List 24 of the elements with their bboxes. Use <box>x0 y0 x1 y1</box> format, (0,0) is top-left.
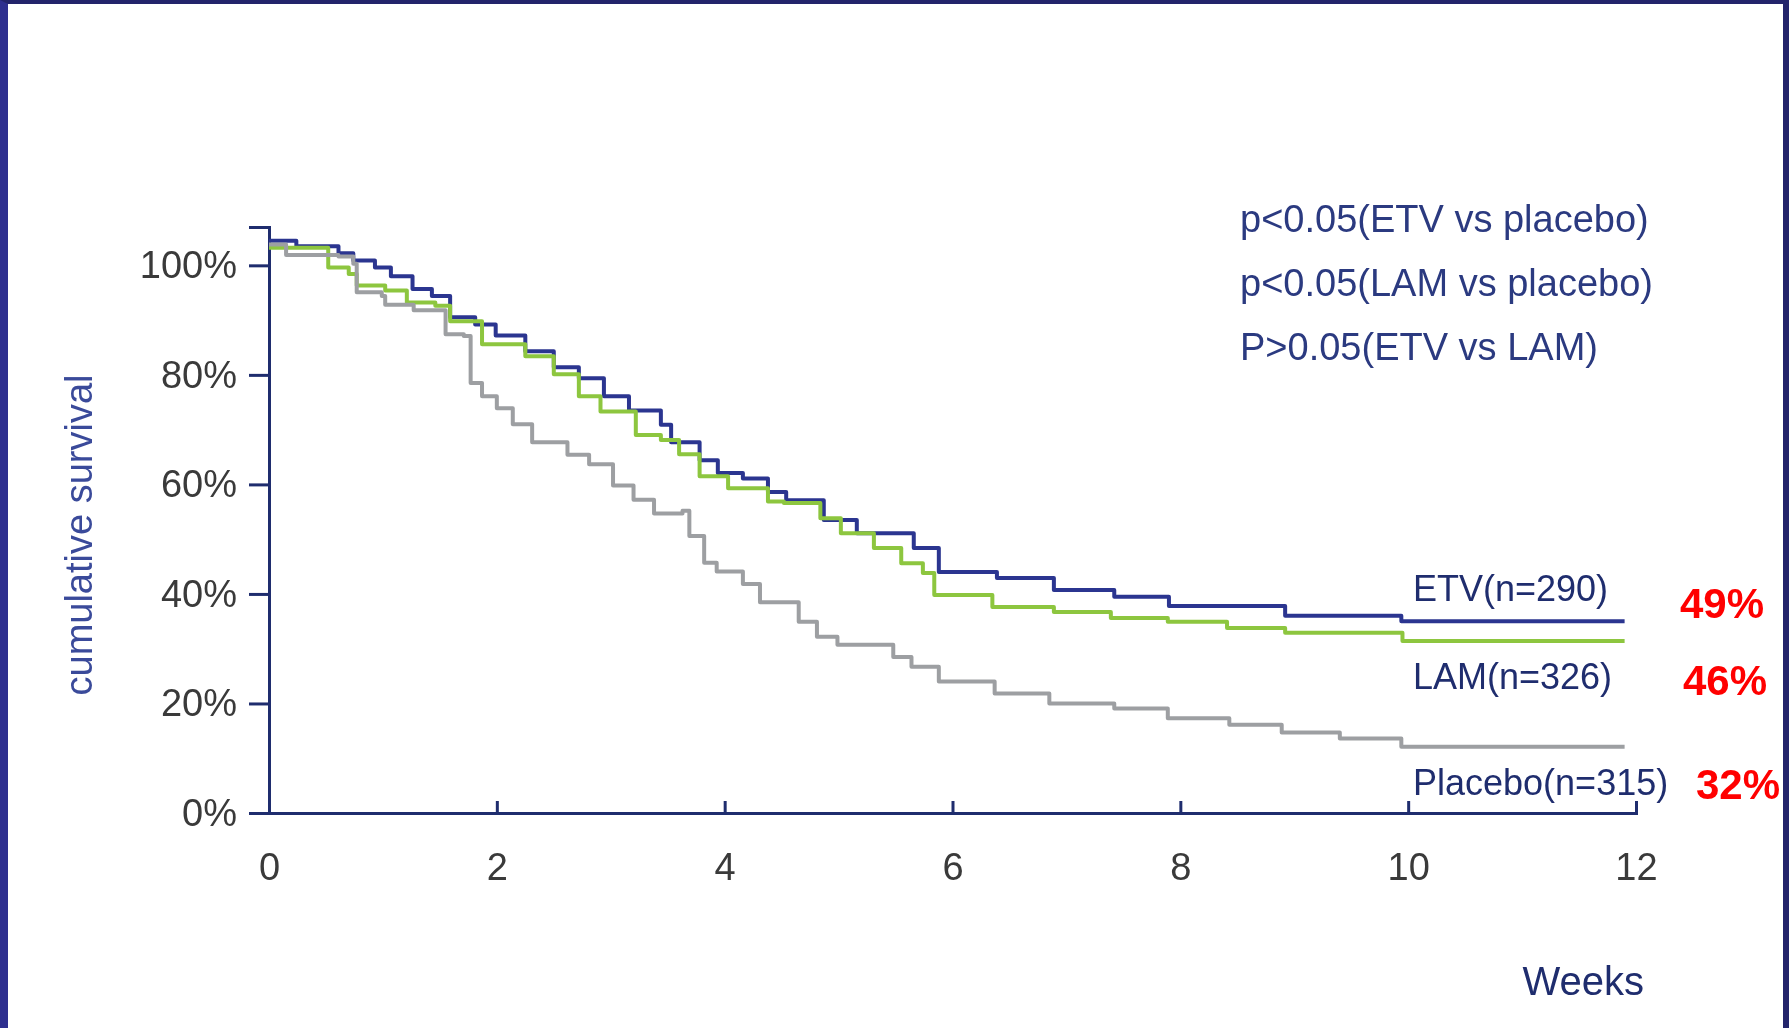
series-label: Placebo(n=315) <box>1413 761 1669 803</box>
y-tick-label: 0% <box>182 791 237 834</box>
x-axis-title: Weeks <box>1522 959 1644 1003</box>
annotation: p<0.05(ETV vs placebo) <box>1240 198 1649 240</box>
text: 32% <box>1695 761 1781 808</box>
x-tick-label: 12 <box>1615 845 1658 888</box>
text: 46% <box>1682 657 1768 704</box>
y-tick-label: 60% <box>160 463 237 506</box>
annotation: p<0.05(LAM vs placebo) <box>1240 262 1653 304</box>
series-label: ETV(n=290) <box>1413 568 1609 610</box>
y-tick-label: 80% <box>160 353 237 396</box>
series-label: LAM(n=326) <box>1413 656 1613 698</box>
x-tick-label: 6 <box>942 845 964 888</box>
y-tick-label: 40% <box>160 572 237 615</box>
x-tick-label: 4 <box>714 845 736 888</box>
x-tick-label: 8 <box>1170 845 1192 888</box>
annotation: P>0.05(ETV vs LAM) <box>1240 326 1598 368</box>
text: 49% <box>1679 580 1765 627</box>
x-tick-label: 10 <box>1387 845 1430 888</box>
x-tick-label: 0 <box>258 845 281 888</box>
y-tick-label: 100% <box>139 244 237 286</box>
x-tick-label: 2 <box>486 845 508 888</box>
y-tick-label: 20% <box>160 682 237 725</box>
y-axis-title: cumulative survival <box>58 374 100 696</box>
